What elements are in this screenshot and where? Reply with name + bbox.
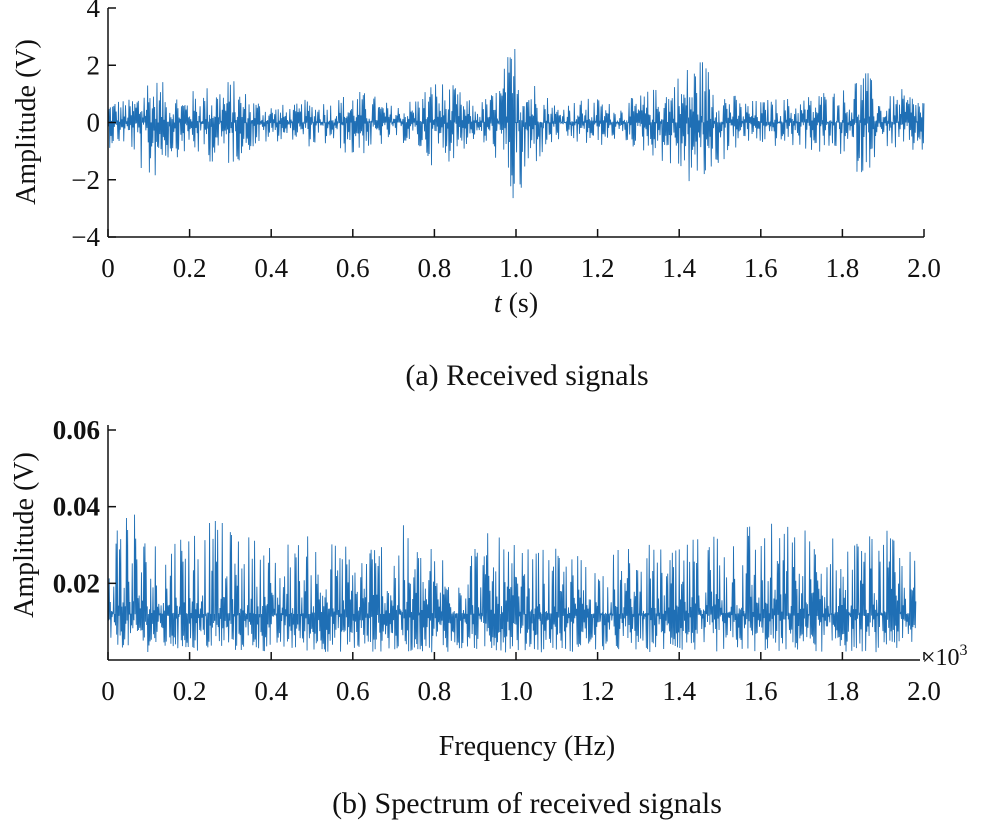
- panel-a-x-tick-label: 0: [101, 253, 115, 283]
- panel-a-ticks: 0 0.2 0.4 0.6 0.8 1.0 1.2 1.4 1.6 1.8 2.0 −4 −2 0 2 4: [71, 0, 941, 283]
- plot-b-area: [107, 514, 917, 653]
- panel-a-x-tick-label: 1.0: [499, 253, 533, 283]
- panel-b-x-multiplier: ×103: [922, 642, 968, 671]
- panel-b-spectrum: 0 0.2 0.4 0.6 0.8 1.0 1.2 1.4 1.6 1.8 2.0 0.02 0.04 0…: [9, 415, 968, 820]
- panel-b-x-multiplier-base: ×10: [922, 645, 960, 671]
- panel-b-x-tick-label: 0.6: [336, 676, 370, 706]
- panel-a-x-label-var: t: [494, 288, 503, 319]
- panel-b-caption: (b) Spectrum of received signals: [332, 787, 722, 820]
- panel-a-x-tick-label: 0.8: [418, 253, 452, 283]
- panel-a-x-tick-label: 0.2: [173, 253, 207, 283]
- panel-a-x-label: t (s): [494, 288, 538, 319]
- panel-a-x-tick-label: 1.8: [826, 253, 860, 283]
- panel-a-caption: (a) Received signals: [405, 359, 648, 392]
- panel-a-x-tick-label: 0.6: [336, 253, 370, 283]
- panel-a-x-tick-label: 2.0: [907, 253, 941, 283]
- panel-b-x-tick-label: 0: [101, 676, 115, 706]
- panel-a-y-tick-label: 2: [87, 50, 101, 80]
- panel-a-y-tick-label: 4: [87, 0, 101, 23]
- panel-a-y-tick-label: 0: [87, 108, 101, 138]
- panel-a-x-label-unit: (s): [502, 288, 539, 319]
- panel-a-x-tick-label: 1.2: [581, 253, 615, 283]
- panel-b-x-multiplier-exp: 3: [960, 642, 968, 659]
- panel-b-x-tick-label: 0.4: [254, 676, 288, 706]
- panel-b-x-tick-label: 0.8: [418, 676, 452, 706]
- panel-b-y-tick-label: 0.04: [53, 492, 100, 522]
- panel-a-x-tick-label: 0.4: [254, 253, 288, 283]
- panel-a-y-tick-label: −4: [71, 222, 100, 252]
- panel-b-x-tick-label: 1.4: [662, 676, 696, 706]
- panel-b-y-tick-label: 0.06: [53, 415, 100, 445]
- panel-b-x-tick-label: 1.2: [581, 676, 615, 706]
- panel-b-ticks: 0 0.2 0.4 0.6 0.8 1.0 1.2 1.4 1.6 1.8 2.0 0.02 0.04 0…: [53, 415, 941, 706]
- panel-a-series-line: [107, 48, 925, 199]
- panel-b-series-line: [107, 514, 917, 653]
- panel-b-x-tick-label: 2.0: [907, 676, 941, 706]
- panel-a-x-tick-label: 1.4: [662, 253, 696, 283]
- panel-a-received-signals: 0 0.2 0.4 0.6 0.8 1.0 1.2 1.4 1.6 1.8 2.0 −4 −2 0 2 4 A…: [11, 0, 941, 392]
- panel-b-x-tick-label: 1.8: [826, 676, 860, 706]
- panel-a-y-label: Amplitude (V): [11, 39, 42, 205]
- panel-b-x-tick-label: 0.2: [173, 676, 207, 706]
- panel-b-y-label: Amplitude (V): [9, 452, 40, 618]
- panel-b-x-label: Frequency (Hz): [439, 731, 615, 762]
- panel-b-x-tick-label: 1.6: [744, 676, 778, 706]
- panel-b-x-tick-label: 1.0: [499, 676, 533, 706]
- panel-a-y-tick-label: −2: [71, 165, 100, 195]
- panel-a-x-tick-label: 1.6: [744, 253, 778, 283]
- plot-a-area: [107, 48, 925, 199]
- panel-b-y-tick-label: 0.02: [53, 568, 100, 598]
